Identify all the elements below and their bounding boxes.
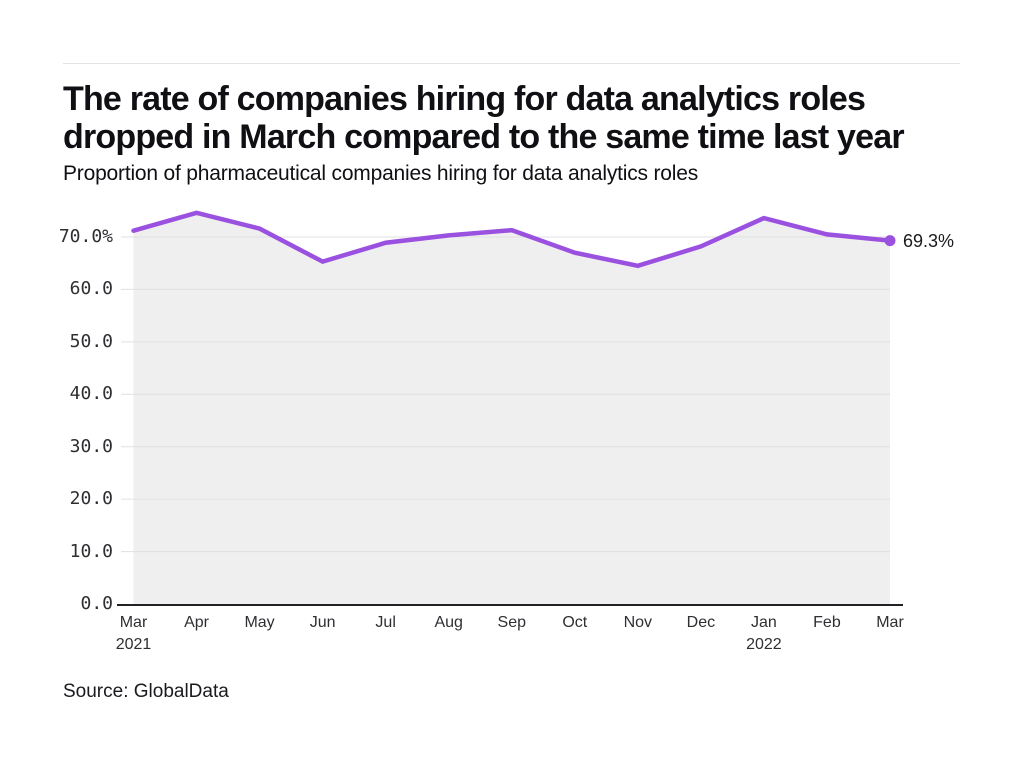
- y-tick-label: 60.0: [69, 278, 113, 300]
- x-tick-label: Nov: [623, 614, 653, 631]
- end-point-dot: [884, 235, 896, 247]
- y-tick-label: 50.0: [69, 330, 113, 352]
- x-tick-label: Dec: [686, 614, 716, 631]
- y-tick-label: 20.0: [69, 488, 113, 510]
- chart-subtitle: Proportion of pharmaceutical companies h…: [63, 162, 699, 185]
- x-tick-label: May: [244, 614, 275, 631]
- y-tick-label: 0.0: [80, 593, 113, 614]
- x-tick-label: Sep: [497, 614, 526, 631]
- x-tick-label: Jan: [751, 614, 777, 631]
- source-note: Source: GlobalData: [63, 681, 229, 702]
- area-fill: [133, 212, 890, 604]
- y-tick-label: 70.0%: [58, 225, 113, 247]
- x-tick-year-label: 2021: [115, 636, 152, 653]
- y-tick-label: 30.0: [69, 435, 113, 457]
- top-divider: [63, 63, 960, 64]
- x-tick-label: Mar: [119, 614, 148, 631]
- x-tick-label: Jun: [309, 614, 336, 631]
- x-tick-year-label: 2022: [746, 636, 782, 653]
- chart-title: The rate of companies hiring for data an…: [63, 80, 905, 156]
- y-tick-label: 40.0: [69, 383, 113, 405]
- x-tick-label: Mar: [876, 614, 904, 631]
- series-line: [131, 210, 893, 269]
- last-value-label: 69.3%: [903, 230, 955, 251]
- x-tick-label: Feb: [813, 614, 841, 631]
- y-tick-label: 10.0: [69, 540, 113, 562]
- x-tick-label: Jul: [375, 614, 396, 631]
- x-tick-label: Oct: [562, 614, 588, 631]
- x-tick-label: Aug: [434, 614, 463, 631]
- x-tick-label: Apr: [184, 614, 209, 631]
